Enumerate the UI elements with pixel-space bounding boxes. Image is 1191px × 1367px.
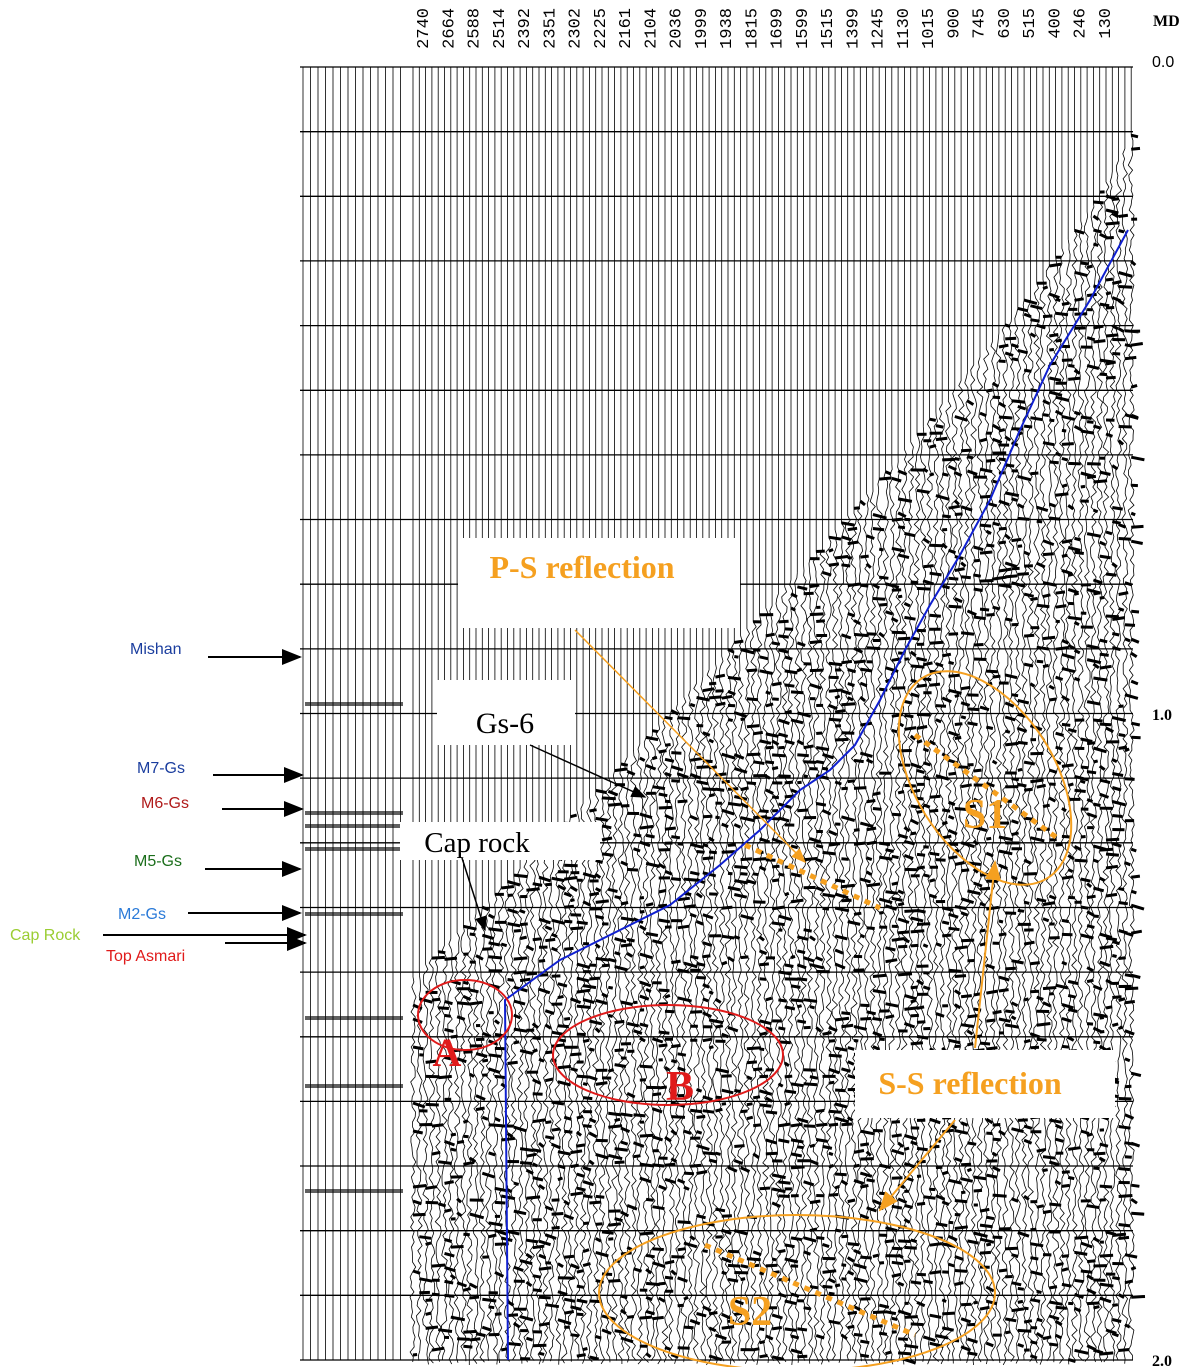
annotation: Cap rock (424, 827, 530, 859)
md-value: 2225 (592, 8, 611, 49)
event-line (913, 732, 1062, 843)
arrow (974, 860, 1002, 1049)
arrow (529, 744, 647, 798)
label-box (400, 822, 600, 860)
md-value: 2351 (541, 8, 560, 49)
label-box (458, 538, 740, 628)
md-value: 1130 (895, 8, 914, 49)
region-ellipse (552, 1004, 784, 1106)
md-value: 2740 (415, 8, 434, 49)
md-value: 246 (1072, 8, 1091, 39)
event-line (704, 1242, 916, 1338)
md-value: 515 (1021, 8, 1040, 39)
time-label: 0.0 (1152, 54, 1174, 71)
md-value: 130 (1097, 8, 1116, 39)
md-value: 900 (945, 8, 964, 39)
md-label: MD (1153, 13, 1180, 30)
md-value: 2036 (668, 8, 687, 49)
md-value: 2588 (466, 8, 485, 49)
md-value: 2392 (516, 8, 535, 49)
md-value: 2664 (440, 8, 459, 49)
timing-lines (300, 66, 1133, 1361)
md-value: 2161 (617, 8, 636, 49)
md-value: 1938 (718, 8, 737, 49)
horizon-label: Top Asmari (106, 948, 185, 965)
label-box (437, 680, 575, 745)
time-label: 1.0 (1152, 707, 1172, 724)
annotation: S1 (963, 792, 1007, 838)
trace-peaks (412, 133, 1146, 1365)
annotation: S-S reflection (878, 1065, 1062, 1101)
annotation: S2 (728, 1289, 772, 1335)
annotation: A (433, 1030, 462, 1075)
annotation: P-S reflection (489, 549, 674, 585)
md-value: 630 (996, 8, 1015, 39)
arrow (574, 629, 807, 864)
horizon-label: M2-Gs (118, 906, 166, 923)
trace-lines (302, 67, 1135, 1366)
md-value: 2104 (642, 8, 661, 49)
event-line (743, 842, 882, 911)
horizon-label: Cap Rock (10, 927, 81, 944)
horizon-label: M7-Gs (137, 760, 185, 777)
arrow (878, 1119, 956, 1212)
well-path (503, 229, 1129, 1361)
arrow (461, 857, 487, 932)
md-value: 400 (1046, 8, 1065, 39)
md-value: 1815 (743, 8, 762, 49)
region-ellipse (417, 979, 513, 1051)
md-value: 1015 (920, 8, 939, 49)
region-ellipse (598, 1214, 996, 1367)
md-value: 2514 (491, 8, 510, 49)
horizon-label: M5-Gs (134, 853, 182, 870)
region-ellipse (897, 670, 1073, 886)
md-value: 745 (971, 8, 990, 39)
horizon-label: Mishan (130, 641, 182, 658)
seismic-traces (300, 66, 1146, 1366)
time-label: 2.0 (1152, 1353, 1172, 1367)
md-value: 2302 (567, 8, 586, 49)
md-value: 1245 (870, 8, 889, 49)
md-value: 1999 (693, 8, 712, 49)
label-box (855, 1050, 1115, 1118)
annotation: Gs-6 (476, 707, 534, 740)
md-value: 1699 (769, 8, 788, 49)
md-value: 1599 (794, 8, 813, 49)
md-value: 1515 (819, 8, 838, 49)
md-value: 1399 (844, 8, 863, 49)
horizon-label: M6-Gs (141, 795, 189, 812)
annotation: B (666, 1064, 694, 1110)
